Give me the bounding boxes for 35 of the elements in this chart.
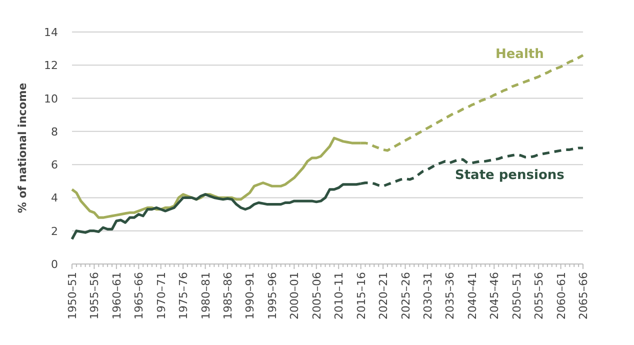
x-tick-label: 2000–01	[288, 272, 302, 320]
x-tick-label: 2005–06	[310, 272, 324, 320]
x-tick-label: 2020–21	[377, 272, 390, 320]
x-tick-label: 2045–46	[488, 272, 502, 320]
y-tick-label: 10	[44, 92, 58, 106]
x-tick-label: 2060–61	[554, 272, 568, 320]
y-tick-label: 12	[44, 59, 58, 72]
x-tick-label: 2025–26	[399, 272, 412, 320]
x-tick-label: 2010–11	[332, 272, 346, 320]
x-tick-label: 1970–71	[154, 272, 168, 320]
x-tick-label: 2035–36	[444, 272, 457, 320]
x-tick-label: 1980–81	[199, 272, 212, 320]
x-tick-label: 2065–66	[577, 272, 590, 320]
x-tick-label: 1985–86	[222, 272, 235, 320]
x-tick-label: 1965–66	[132, 272, 146, 320]
x-tick-label: 2055–56	[532, 272, 546, 320]
x-tick-label: 1955–56	[88, 272, 102, 320]
x-tick-label: 2040–41	[466, 272, 479, 320]
x-tick-label: 2015–16	[354, 272, 368, 320]
y-tick-label: 6	[51, 158, 58, 172]
y-tick-label: 0	[51, 258, 58, 271]
x-tick-label: 1950–51	[66, 272, 79, 320]
y-axis-title: % of national income	[16, 82, 29, 214]
x-tick-label: 1960–61	[110, 272, 124, 320]
y-tick-label: 4	[51, 192, 58, 205]
x-tick-label: 1990–91	[244, 272, 257, 320]
y-tick-label: 8	[51, 125, 58, 138]
series-label: State pensions	[454, 168, 565, 184]
series-label: Health	[495, 47, 544, 62]
y-tick-label: 2	[51, 224, 58, 238]
x-tick-label: 2050–51	[510, 272, 524, 320]
y-tick-label: 14	[44, 26, 58, 39]
x-tick-label: 1995–96	[266, 272, 279, 320]
x-tick-label: 1975–76	[177, 272, 190, 320]
x-tick-label: 2030–31	[421, 272, 434, 320]
